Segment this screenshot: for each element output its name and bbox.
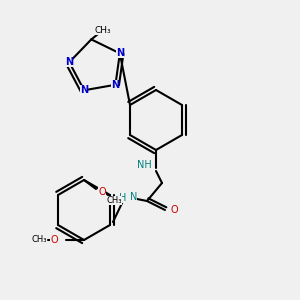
Text: O: O bbox=[98, 187, 106, 197]
Text: NH: NH bbox=[136, 160, 152, 170]
Text: CH₃: CH₃ bbox=[31, 236, 47, 244]
Text: N: N bbox=[116, 48, 124, 58]
Text: N: N bbox=[65, 57, 73, 67]
Text: N: N bbox=[130, 191, 137, 202]
Text: O: O bbox=[50, 235, 58, 245]
Text: H: H bbox=[119, 193, 127, 203]
Text: N: N bbox=[111, 80, 119, 90]
Text: CH₃: CH₃ bbox=[95, 26, 112, 35]
Text: CH₃: CH₃ bbox=[106, 196, 122, 206]
Text: N: N bbox=[80, 85, 88, 95]
Text: O: O bbox=[170, 205, 178, 215]
